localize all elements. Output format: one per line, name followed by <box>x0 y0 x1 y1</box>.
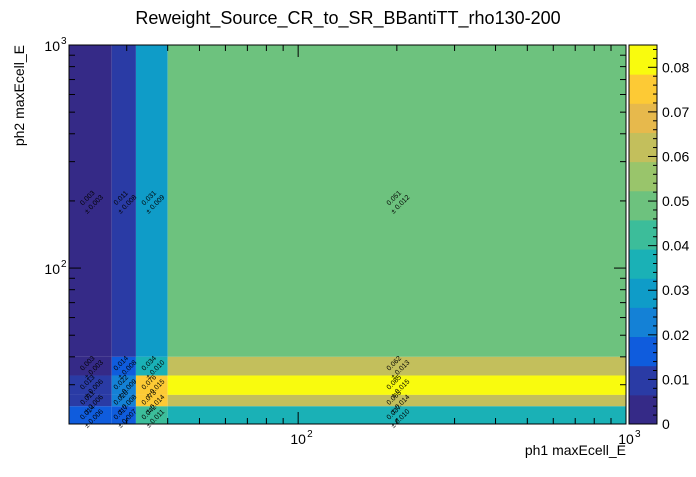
heatmap-cell <box>111 375 136 395</box>
heatmap-cell <box>111 356 136 376</box>
colorbar-segment <box>629 336 657 367</box>
colorbar-segment <box>629 45 657 75</box>
x-tick-exponent: 2 <box>307 429 313 440</box>
heatmap-cell <box>69 45 112 357</box>
colorbar-segment <box>629 74 657 104</box>
colorbar-segment <box>629 394 657 425</box>
colorbar-segment <box>629 249 657 279</box>
heatmap-cell <box>69 394 112 407</box>
heatmap-cell <box>135 406 168 424</box>
y-axis-label: ph2 maxEcell_E <box>11 45 27 146</box>
heatmap-cell <box>111 394 136 407</box>
colorbar-segment <box>629 307 657 338</box>
colorbar-segment <box>629 219 657 250</box>
heatmap-cell <box>167 406 626 424</box>
heatmap-cell <box>135 45 168 357</box>
heatmap-cell <box>111 45 136 357</box>
y-tick-exponent: 3 <box>61 36 67 47</box>
colorbar-segment <box>629 103 657 133</box>
colorbar-tick-label: 0 <box>662 416 670 432</box>
colorbar-tick-label: 0.04 <box>662 238 689 254</box>
colorbar-tick-label: 0.07 <box>662 104 689 120</box>
colorbar-segment <box>629 365 657 396</box>
y-tick-label: 10 <box>44 261 60 277</box>
heatmap-cell <box>135 394 168 407</box>
heatmap-cell <box>69 356 112 376</box>
heatmap-cell <box>135 356 168 376</box>
colorbar-segment <box>629 161 657 192</box>
heatmap-cell <box>69 406 112 424</box>
colorbar-tick-label: 0.05 <box>662 193 689 209</box>
heatmap-cell <box>167 375 626 395</box>
x-tick-label: 10 <box>618 431 634 447</box>
heatmap-cells <box>69 45 626 424</box>
x-axis-label: ph1 maxEcell_E <box>525 442 626 458</box>
x-tick-label: 10 <box>290 431 306 447</box>
colorbar-tick-label: 0.03 <box>662 282 689 298</box>
colorbar-segment <box>629 190 657 221</box>
y-tick-exponent: 2 <box>61 259 67 270</box>
heatmap-cell <box>69 375 112 395</box>
colorbar-tick-label: 0.06 <box>662 148 689 164</box>
heatmap-cell <box>167 394 626 407</box>
heatmap-cell <box>111 406 136 424</box>
heatmap-cell <box>167 45 626 357</box>
heatmap-cell <box>167 356 626 376</box>
colorbar-segment <box>629 278 657 308</box>
chart-title: Reweight_Source_CR_to_SR_BBantiTT_rho130… <box>135 8 560 29</box>
colorbar-segment <box>629 132 657 163</box>
plot-frame <box>68 44 627 425</box>
colorbar: 0 0.01 0.02 0.03 0.04 0.05 0.06 0.07 0.08 <box>628 44 689 432</box>
x-tick-exponent: 3 <box>635 429 641 440</box>
y-tick-label: 10 <box>44 38 60 54</box>
axes: 10 2 10 310 210 3 <box>44 36 641 447</box>
heatmap-cell <box>135 375 168 395</box>
colorbar-frame <box>628 44 658 425</box>
colorbar-tick-label: 0.01 <box>662 371 689 387</box>
colorbar-tick-label: 0.02 <box>662 327 689 343</box>
colorbar-tick-label: 0.08 <box>662 59 689 75</box>
